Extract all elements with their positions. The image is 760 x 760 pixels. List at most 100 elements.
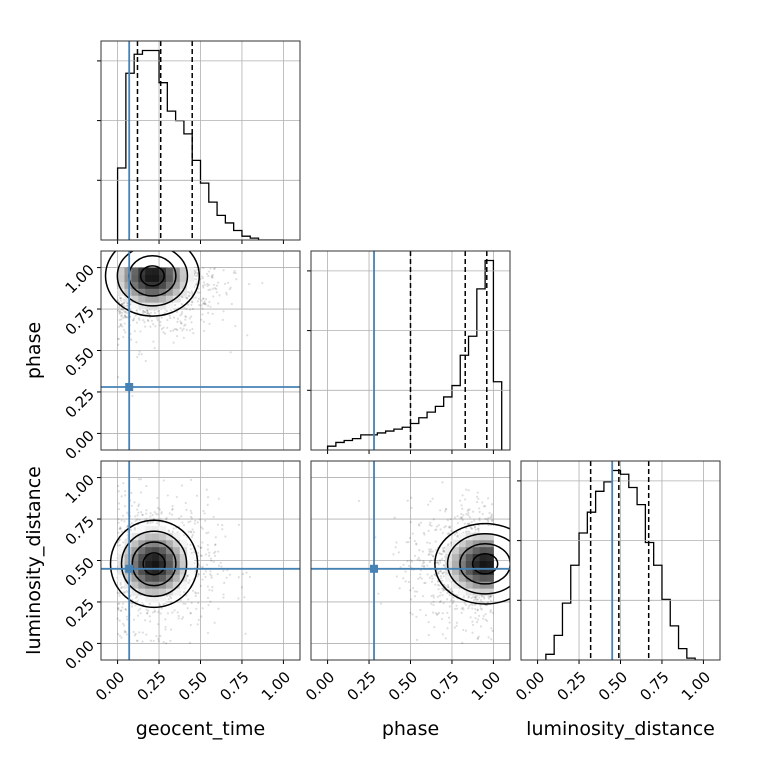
scatter-point [187, 290, 190, 294]
scatter-point [456, 534, 460, 537]
density-cell [152, 595, 160, 603]
scatter-point [117, 337, 121, 341]
scatter-point [434, 583, 437, 586]
x-tick-label: 0.00 [92, 668, 128, 704]
scatter-point [198, 304, 201, 307]
scatter-point [188, 579, 191, 582]
scatter-point [197, 591, 200, 595]
density-cell [138, 288, 146, 296]
scatter-point [481, 513, 484, 516]
scatter-point [136, 614, 140, 617]
scatter-point [217, 281, 220, 284]
scatter-point [379, 602, 383, 605]
scatter-point [121, 602, 125, 605]
scatter-point [141, 311, 144, 315]
density-cell [465, 546, 474, 555]
scatter-point [233, 269, 236, 272]
scatter-point [176, 335, 179, 338]
scatter-point [136, 355, 139, 359]
scatter-point [182, 602, 185, 605]
density-cell [131, 302, 139, 310]
scatter-point [409, 589, 412, 592]
scatter-point [124, 591, 127, 594]
x-tick-label: 1.00 [678, 668, 714, 704]
density-cell [172, 553, 181, 561]
scatter-point [439, 528, 442, 531]
density-cell [131, 274, 139, 282]
scatter-point [444, 507, 448, 510]
scatter-point [429, 521, 432, 524]
density-cell [145, 532, 153, 541]
scatter-point [119, 526, 122, 529]
scatter-point [141, 513, 144, 516]
scatter-point [407, 580, 411, 584]
scatter-point [446, 591, 449, 595]
scatter-point [477, 598, 480, 601]
scatter-point [121, 514, 125, 517]
density-cell [117, 274, 125, 282]
scatter-point [136, 514, 139, 517]
scatter-point [187, 581, 190, 584]
scatter-point [117, 502, 121, 505]
histogram-bar [134, 54, 142, 240]
scatter-point [164, 618, 167, 621]
scatter-point [191, 301, 194, 304]
x-tick-label: 0.25 [133, 668, 169, 704]
scatter-point [411, 613, 414, 616]
scatter-point [481, 501, 484, 504]
scatter-point [439, 575, 442, 578]
scatter-point [227, 281, 230, 284]
density-cell [145, 539, 153, 548]
joint-panel-phase-vs-geocent_time [97, 250, 301, 451]
scatter-point [117, 592, 121, 595]
histogram-bar [151, 50, 159, 240]
scatter-point [419, 569, 423, 572]
scatter-point [422, 562, 425, 565]
density-cell [451, 539, 460, 548]
scatter-point [206, 548, 210, 551]
scatter-point [491, 629, 494, 632]
scatter-point [146, 521, 150, 524]
scatter-point [119, 581, 122, 585]
scatter-point [153, 610, 157, 613]
scatter-point [261, 281, 264, 285]
scatter-point [357, 499, 361, 503]
scatter-point [203, 283, 206, 286]
scatter-point [489, 609, 493, 612]
scatter-point [449, 529, 453, 533]
scatter-point [204, 553, 207, 556]
scatter-point [219, 561, 222, 564]
scatter-point [482, 617, 485, 620]
grid-lines [327, 251, 494, 450]
scatter-point [211, 276, 214, 279]
scatter-point [475, 621, 479, 624]
density-cell [138, 274, 146, 282]
scatter-point [135, 518, 139, 521]
scatter-point [225, 576, 228, 579]
density-cell [472, 581, 481, 589]
scatter-point [427, 620, 430, 624]
scatter-point [481, 595, 484, 598]
scatter-point [124, 608, 127, 611]
scatter-point [451, 601, 455, 604]
scatter-point [440, 587, 444, 590]
scatter-point [439, 591, 442, 594]
scatter-point [124, 310, 127, 313]
density-cell [138, 567, 146, 575]
scatter-point [210, 576, 213, 579]
scatter-point [169, 329, 172, 333]
scatter-point [432, 554, 435, 558]
density-cell [472, 574, 481, 582]
scatter-point [211, 273, 214, 277]
scatter-point [144, 359, 147, 363]
scatter-point [130, 605, 134, 608]
scatter-point [436, 612, 439, 616]
scatter-point [427, 553, 430, 557]
scatter-point [442, 550, 446, 553]
scatter-point [474, 616, 477, 620]
scatter-point [166, 318, 169, 322]
density-cell [159, 560, 167, 568]
scatter-point [211, 585, 214, 589]
histogram-bar [662, 599, 670, 660]
